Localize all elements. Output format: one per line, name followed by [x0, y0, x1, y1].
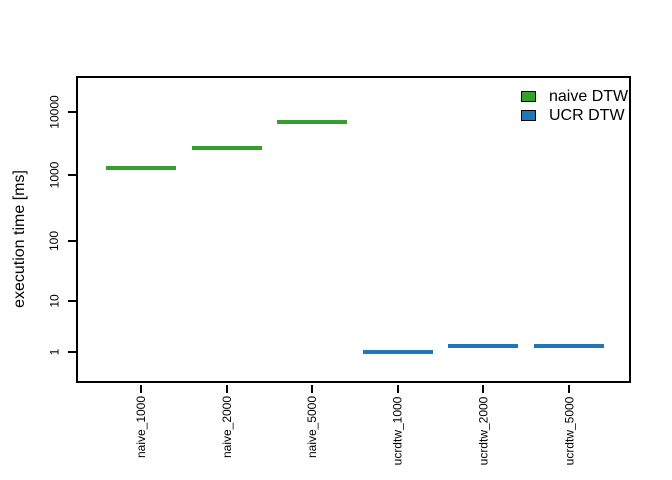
- y-axis-title: execution time [ms]: [10, 170, 28, 308]
- y-tick: [68, 174, 76, 176]
- y-tick-label: 1: [46, 348, 61, 356]
- legend-swatch-naive-dtw: [521, 91, 536, 102]
- x-tick-label: ucrdtw_5000: [561, 396, 576, 465]
- x-tick: [396, 385, 399, 393]
- x-tick-label: naive_2000: [219, 395, 234, 459]
- legend-item-naive-dtw: naive DTW: [521, 87, 628, 106]
- y-tick: [68, 239, 76, 242]
- legend-label-ucr-dtw: UCR DTW: [549, 107, 625, 124]
- x-tick-label: ucrdtw_2000: [476, 396, 491, 465]
- legend-item-ucr-dtw: UCR DTW: [521, 106, 628, 125]
- y-tick: [68, 110, 76, 113]
- box-median-bar: [362, 349, 433, 354]
- box-median-bar: [534, 343, 604, 348]
- x-tick: [568, 385, 570, 393]
- x-tick: [482, 385, 485, 393]
- box-median-bar: [277, 120, 348, 125]
- x-tick: [225, 385, 228, 393]
- plot-area: [76, 76, 631, 383]
- box-median-bar: [106, 165, 176, 170]
- x-tick-label: naive_1000: [134, 395, 149, 459]
- y-tick: [68, 299, 76, 302]
- y-tick-label: 1000: [46, 161, 61, 189]
- y-tick-label: 100: [47, 230, 62, 251]
- x-tick: [311, 385, 314, 393]
- box-median-bar: [191, 145, 262, 150]
- y-tick: [68, 350, 76, 353]
- box-median-bar: [448, 343, 519, 348]
- x-tick: [140, 385, 142, 393]
- x-tick-label: ucrdtw_1000: [390, 396, 405, 465]
- legend-swatch-ucr-dtw: [521, 110, 536, 121]
- y-tick-label: 10: [47, 293, 62, 308]
- legend: naive DTW UCR DTW: [521, 87, 628, 125]
- x-tick-label: naive_5000: [305, 395, 320, 459]
- y-tick-label: 10000: [47, 95, 62, 129]
- legend-label-naive-dtw: naive DTW: [549, 88, 629, 105]
